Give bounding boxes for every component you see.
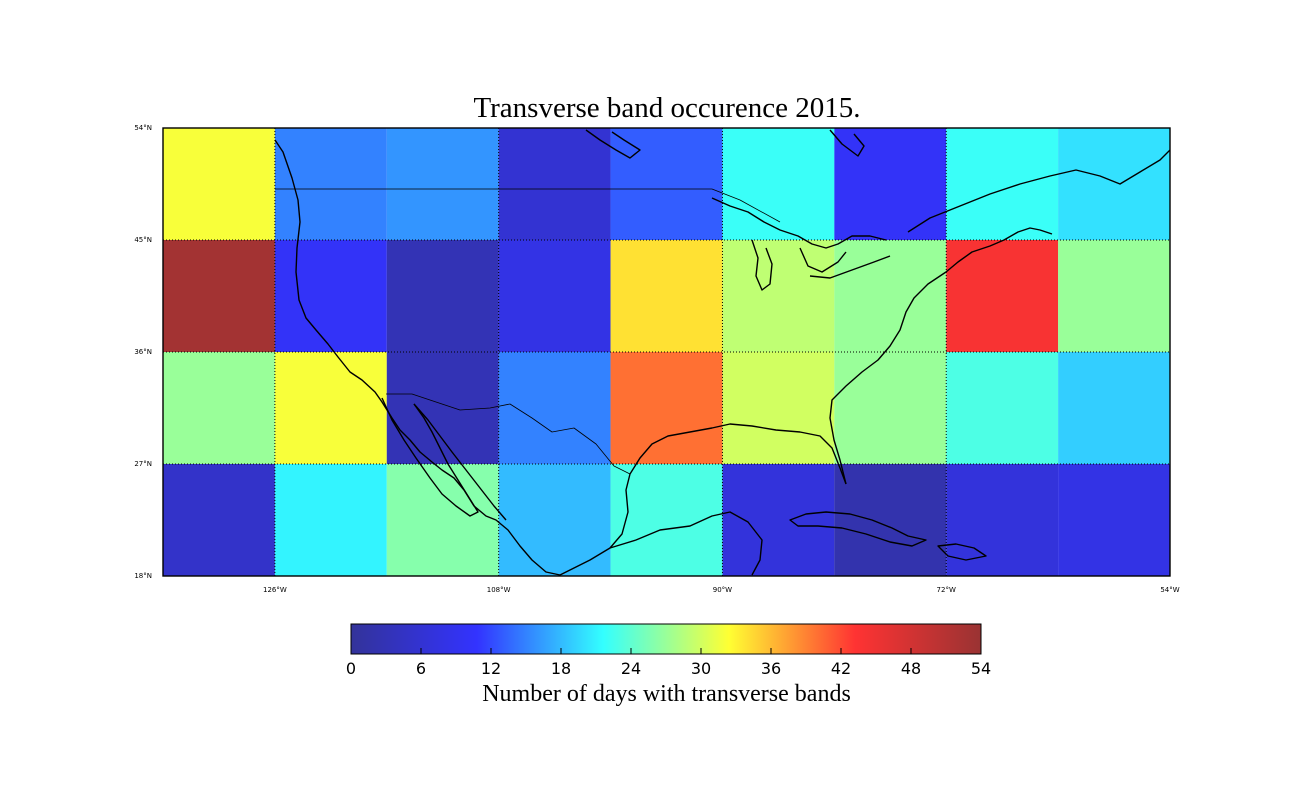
colorbar-tick-label: 24 [621,659,641,678]
heatmap-cell [274,352,387,464]
heatmap-cell [610,352,723,464]
longitude-label: 108°W [487,586,511,594]
heatmap-cell [610,128,723,240]
heatmap-cell [274,464,387,576]
heatmap-cell [1058,464,1170,576]
colorbar-tick-label: 6 [416,659,426,678]
colorbar-tick-label: 48 [901,659,921,678]
coastline-cuba [789,511,927,547]
colorbar-tick-label: 42 [831,659,851,678]
heatmap-cell [834,128,947,240]
latitude-label: 54°N [134,124,152,132]
latitude-labels: 54°N 45°N 36°N 27°N 18°N [134,124,152,580]
colorbar-tick-label: 18 [551,659,571,678]
map-title: Transverse band occurence 2015. [473,92,861,124]
heatmap-cell [722,128,835,240]
heatmap-cell [163,464,275,576]
heatmap-cell [386,128,499,240]
heatmap-cell [163,128,275,240]
longitude-label: 90°W [713,586,732,594]
colorbar-label: Number of days with transverse bands [482,681,851,707]
longitude-label: 126°W [263,586,287,594]
coastline-east [829,227,1053,485]
heatmap-cell [386,352,499,464]
colorbar-tick-label: 30 [691,659,711,678]
heatmap-cell [163,240,275,352]
latitude-label: 27°N [134,460,152,468]
latitude-label: 45°N [134,236,152,244]
heatmap-cell [946,240,1059,352]
coastline-yucatan [609,511,763,576]
heatmap-cell [722,352,835,464]
heatmap-cell [722,240,835,352]
heatmap-cell [946,352,1059,464]
longitude-labels: 126°W 108°W 90°W 72°W 54°W [263,586,1180,594]
longitude-label: 72°W [937,586,956,594]
colorbar-tick-label: 12 [481,659,501,678]
latitude-label: 18°N [134,572,152,580]
longitude-label: 54°W [1160,586,1179,594]
coastline-hispaniola [937,543,987,561]
heatmap-cell [946,464,1059,576]
heatmap-cell [498,352,611,464]
heatmap-cell [1058,352,1170,464]
colorbar-tick-label: 36 [761,659,781,678]
heatmap-cell [386,240,499,352]
heatmap-cell [834,464,947,576]
heatmap-cell [498,240,611,352]
map-frame [162,127,1171,577]
latitude-label: 36°N [134,348,152,356]
heatmap-cell [834,352,947,464]
heatmap-cell [1058,128,1170,240]
heatmap-cell [163,352,275,464]
heatmap-cell [722,464,835,576]
coastline-gulf-mexico [559,423,847,576]
heatmap-cells [163,128,1170,576]
coastline-baja [381,397,479,517]
heatmap-cell [834,240,947,352]
heatmap-cell [498,464,611,576]
heatmap-cell [946,128,1059,240]
heatmap-cell [1058,240,1170,352]
coastline-gulf-california [413,403,507,521]
heatmap-cell [274,240,387,352]
colorbar [350,623,982,655]
border-us-canada [275,188,781,223]
colorbar-tick-label: 54 [971,659,991,678]
heatmap-cell [610,464,723,576]
border-us-mexico [386,393,631,475]
colorbar-tick-label: 0 [346,659,356,678]
heatmap-cell [386,464,499,576]
heatmap-cell [498,128,611,240]
heatmap-cell [274,128,387,240]
colorbar-ticks: 0 6 12 18 24 30 36 42 48 54 [346,648,991,678]
coastline-canada [585,129,1171,233]
heatmap-cell [610,240,723,352]
